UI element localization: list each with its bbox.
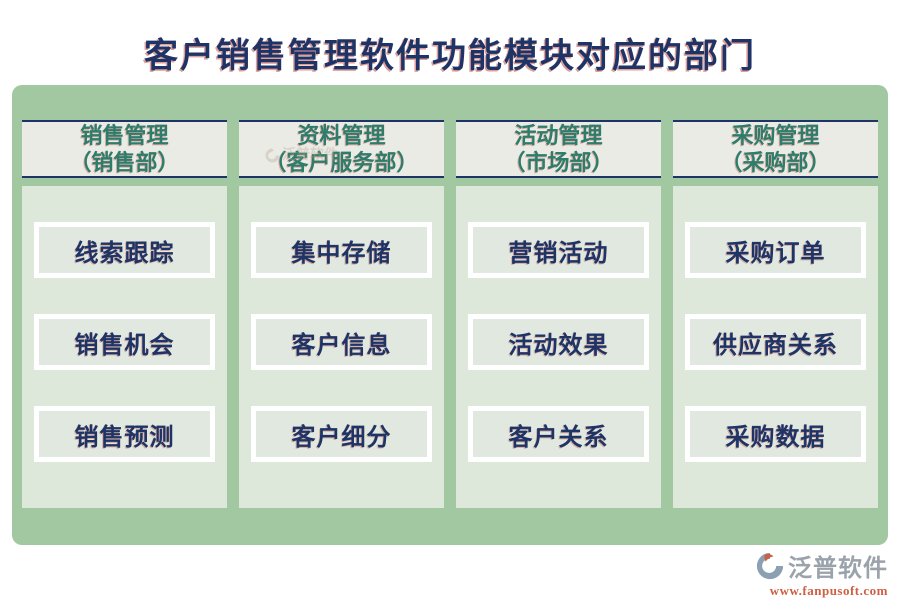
logo-name: 泛普软件 <box>788 556 888 582</box>
module-item: 供应商关系 <box>685 314 866 370</box>
department-label: （市场部） <box>503 150 614 175</box>
module-item: 采购数据 <box>685 406 866 462</box>
column-sales: 销售管理 （销售部） 线索跟踪 销售机会 销售预测 <box>22 120 227 545</box>
module-title: 采购管理 <box>731 123 820 148</box>
module-item: 活动效果 <box>468 314 649 370</box>
column-panel-data: 集中存储 客户信息 客户细分 <box>239 186 444 508</box>
column-purchase: 采购管理 （采购部） 采购订单 供应商关系 采购数据 <box>673 120 878 545</box>
module-item: 客户信息 <box>251 314 432 370</box>
department-label: （销售部） <box>69 150 180 175</box>
department-label: （客户服务部） <box>264 150 419 175</box>
fanpu-logo: 泛普软件 www.fanpusoft.com <box>718 548 888 599</box>
column-data: 泛普软件 资料管理 （客户服务部） 集中存储 客户信息 客户细分 <box>239 120 444 545</box>
logo-url: www.fanpusoft.com <box>769 583 888 598</box>
module-item: 客户细分 <box>251 406 432 462</box>
department-label: （采购部） <box>720 150 831 175</box>
column-panel-purchase: 采购订单 供应商关系 采购数据 <box>673 186 878 508</box>
page-title: 客户销售管理软件功能模块对应的部门 <box>144 38 756 75</box>
module-item: 销售预测 <box>34 406 215 462</box>
module-title: 活动管理 <box>514 123 603 148</box>
fanpu-logo-icon <box>756 552 784 579</box>
column-header-data: 泛普软件 资料管理 （客户服务部） <box>239 120 444 178</box>
column-panel-activity: 营销活动 活动效果 客户关系 <box>456 186 661 508</box>
module-item: 线索跟踪 <box>34 222 215 278</box>
module-item: 集中存储 <box>251 222 432 278</box>
module-item: 营销活动 <box>468 222 649 278</box>
module-item: 销售机会 <box>34 314 215 370</box>
diagram-board: 销售管理 （销售部） 线索跟踪 销售机会 销售预测 泛普软件 资料管理 （客户服… <box>12 85 888 545</box>
column-activity: 活动管理 （市场部） 营销活动 活动效果 客户关系 <box>456 120 661 545</box>
module-title: 销售管理 <box>80 123 169 148</box>
module-item: 采购订单 <box>685 222 866 278</box>
column-header-purchase: 采购管理 （采购部） <box>673 120 878 178</box>
module-title: 资料管理 <box>297 123 386 148</box>
column-header-sales: 销售管理 （销售部） <box>22 120 227 178</box>
column-panel-sales: 线索跟踪 销售机会 销售预测 <box>22 186 227 508</box>
module-item: 客户关系 <box>468 406 649 462</box>
column-header-activity: 活动管理 （市场部） <box>456 120 661 178</box>
